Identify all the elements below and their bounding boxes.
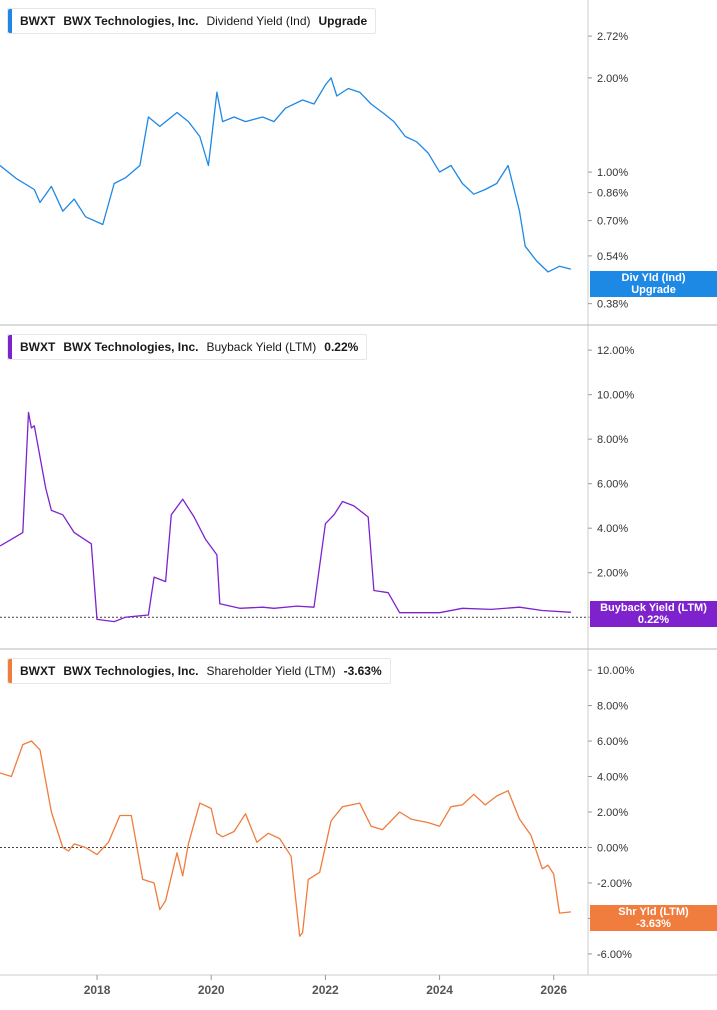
legend-value: Upgrade bbox=[318, 14, 368, 28]
y-tick-label: 10.00% bbox=[597, 390, 635, 402]
legend-dividend-yield[interactable]: BWXT BWX Technologies, Inc. Dividend Yie… bbox=[7, 8, 377, 34]
legend-value: 0.22% bbox=[324, 340, 359, 354]
y-tick-label: 1.00% bbox=[597, 167, 628, 179]
y-tick-label: 0.70% bbox=[597, 216, 628, 228]
end-tag-value: -3.63% bbox=[636, 918, 671, 930]
series-line bbox=[0, 411, 571, 623]
y-tick-label: 2.72% bbox=[597, 31, 628, 43]
end-value-tag-buyback: Buyback Yield (LTM) 0.22% bbox=[590, 601, 717, 627]
y-tick-label: 12.00% bbox=[597, 345, 635, 357]
y-tick-label: 8.00% bbox=[597, 701, 628, 713]
legend-metric: Shareholder Yield (LTM) bbox=[206, 664, 336, 678]
end-value-tag-shareholder: Shr Yld (LTM) -3.63% bbox=[590, 905, 717, 931]
x-tick-label: 2020 bbox=[198, 983, 225, 997]
legend-company: BWX Technologies, Inc. bbox=[63, 14, 199, 28]
y-tick-label: 0.86% bbox=[597, 188, 628, 200]
y-tick-label: 4.00% bbox=[597, 772, 628, 784]
legend-swatch bbox=[8, 659, 12, 683]
y-tick-label: 2.00% bbox=[597, 807, 628, 819]
end-tag-value: Upgrade bbox=[631, 284, 676, 296]
series-line bbox=[0, 740, 571, 937]
x-tick-label: 2026 bbox=[540, 983, 567, 997]
legend-value: -3.63% bbox=[343, 664, 382, 678]
legend-buyback-yield[interactable]: BWXT BWX Technologies, Inc. Buyback Yiel… bbox=[7, 334, 368, 360]
y-tick-label: 0.38% bbox=[597, 299, 628, 311]
legend-ticker: BWXT bbox=[20, 664, 56, 678]
x-tick-label: 2024 bbox=[426, 983, 453, 997]
legend-metric: Dividend Yield (Ind) bbox=[206, 14, 311, 28]
end-tag-label: Div Yld (Ind) bbox=[621, 272, 686, 284]
x-tick-label: 2018 bbox=[84, 983, 111, 997]
y-tick-label: 2.00% bbox=[597, 73, 628, 85]
y-tick-label: -2.00% bbox=[597, 878, 632, 890]
y-tick-label: 8.00% bbox=[597, 434, 628, 446]
x-tick-label: 2022 bbox=[312, 983, 339, 997]
y-tick-label: -6.00% bbox=[597, 949, 632, 961]
y-tick-label: 0.54% bbox=[597, 251, 628, 263]
y-tick-label: 6.00% bbox=[597, 736, 628, 748]
end-tag-label: Buyback Yield (LTM) bbox=[600, 602, 707, 614]
series-line bbox=[0, 77, 572, 273]
legend-ticker: BWXT bbox=[20, 14, 56, 28]
legend-shareholder-yield[interactable]: BWXT BWX Technologies, Inc. Shareholder … bbox=[7, 658, 391, 684]
end-tag-value: 0.22% bbox=[637, 614, 670, 626]
legend-company: BWX Technologies, Inc. bbox=[63, 340, 199, 354]
y-tick-label: 10.00% bbox=[597, 665, 635, 677]
end-value-tag-dividend: Div Yld (Ind) Upgrade bbox=[590, 271, 717, 297]
legend-swatch bbox=[8, 335, 12, 359]
y-tick-label: 6.00% bbox=[597, 479, 628, 491]
end-tag-label: Shr Yld (LTM) bbox=[618, 906, 689, 918]
y-tick-label: 2.00% bbox=[597, 568, 628, 580]
legend-metric: Buyback Yield (LTM) bbox=[206, 340, 317, 354]
legend-company: BWX Technologies, Inc. bbox=[63, 664, 199, 678]
legend-swatch bbox=[8, 9, 12, 33]
y-tick-label: 0.00% bbox=[597, 842, 628, 854]
y-tick-label: 4.00% bbox=[597, 523, 628, 535]
legend-ticker: BWXT bbox=[20, 340, 56, 354]
